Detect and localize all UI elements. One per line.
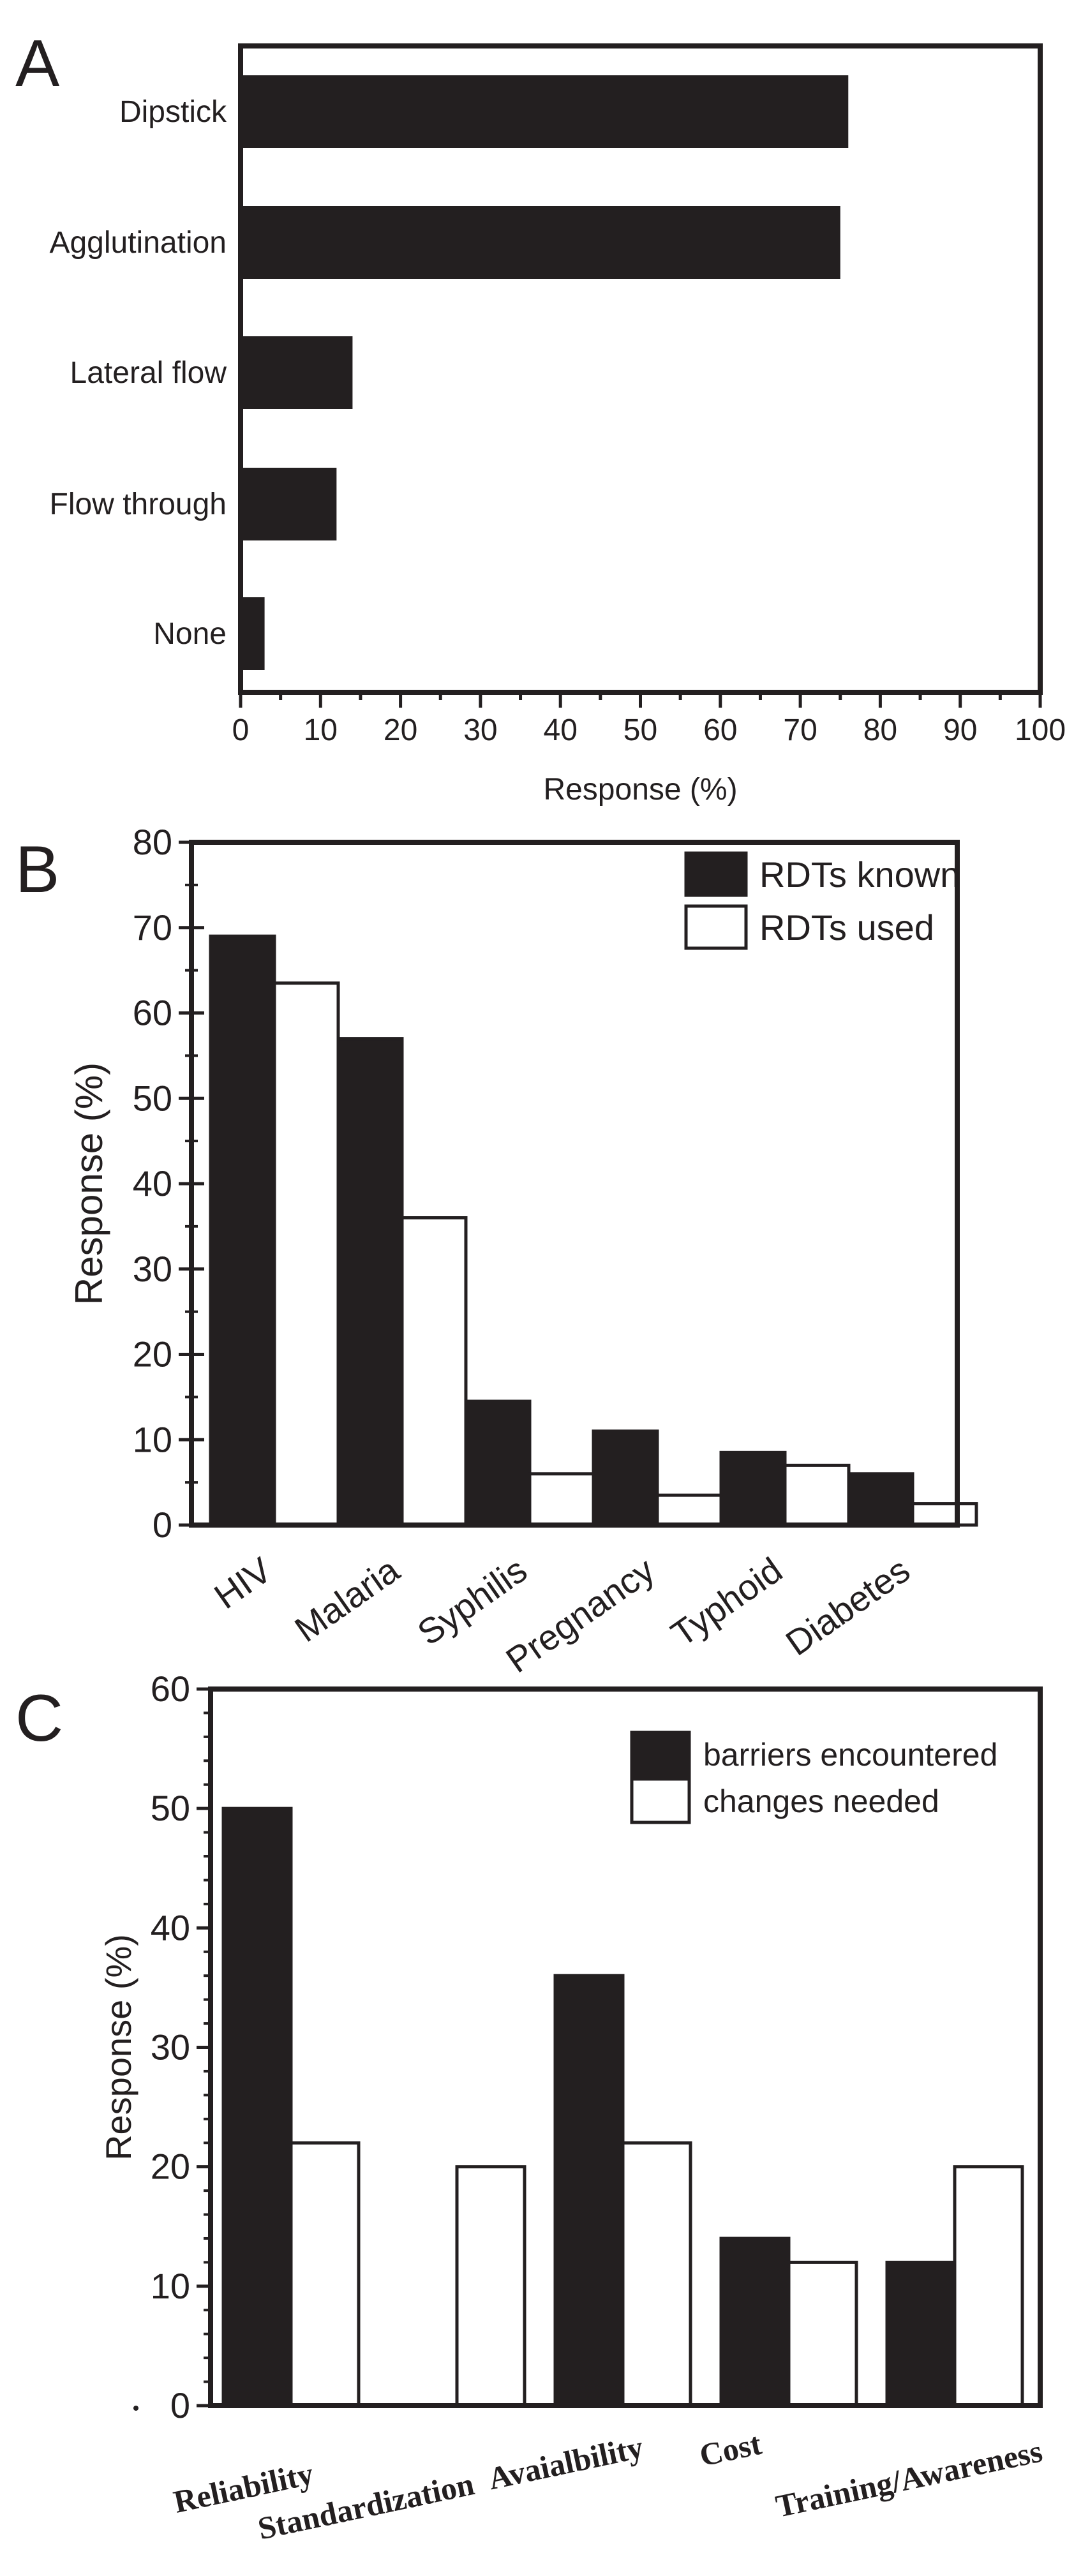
bar-syphilis-rdts-known <box>464 1399 532 1527</box>
bar-reliability-changes-needed <box>289 2141 361 2408</box>
legend-swatch <box>630 1777 691 1824</box>
category-label: Flow through <box>50 488 227 521</box>
bar-avaialbility-changes-needed <box>621 2141 692 2408</box>
bar-avaialbility-barriers-encountered <box>553 1974 625 2408</box>
bar-syphilis-rdts-used <box>528 1472 595 1527</box>
panel-label-b: B <box>15 833 59 907</box>
y-tick-label: 30 <box>151 2027 190 2067</box>
bar-training-awareness-barriers-encountered <box>885 2260 957 2408</box>
bar-lateral-flow <box>241 336 353 409</box>
bar-flow-through <box>241 468 337 540</box>
panel-a-bar-chart: A Dipstick Agglutination Lateral flow Flow t… <box>15 27 1066 807</box>
bar-hiv-rdts-used <box>272 981 340 1527</box>
legend-label: changes needed <box>703 1783 939 1819</box>
bar-typhoid-rdts-used <box>783 1463 851 1527</box>
bar-cost-barriers-encountered <box>719 2237 791 2408</box>
category-label: Agglutination <box>49 226 227 260</box>
x-tick-label: 0 <box>232 713 250 747</box>
y-tick-label: 80 <box>133 822 172 862</box>
y-axis-title: Response (%) <box>98 1934 138 2161</box>
legend-label: RDTs known <box>759 854 960 895</box>
x-tick-label: 80 <box>863 713 897 747</box>
y-tick-label: 60 <box>133 993 172 1033</box>
category-label: Diabetes <box>779 1549 917 1663</box>
category-label: Dipstick <box>119 95 227 129</box>
bar-pregnancy-rdts-known <box>592 1429 659 1527</box>
x-tick-label: 70 <box>783 713 817 747</box>
bar-hiv-rdts-known <box>209 934 276 1527</box>
stray-dot <box>133 2406 138 2411</box>
bar-pregnancy-rdts-used <box>655 1493 723 1527</box>
y-tick-label: 60 <box>151 1669 190 1709</box>
legend-swatch <box>630 1731 691 1778</box>
bar-malaria-rdts-known <box>336 1037 404 1527</box>
y-tick-label: 20 <box>151 2147 190 2187</box>
legend-label: barriers encountered <box>703 1737 997 1773</box>
x-tick-label: 30 <box>463 713 497 747</box>
category-label: Typhoid <box>664 1549 789 1654</box>
y-tick-label: 0 <box>170 2385 190 2425</box>
bar-malaria-rdts-used <box>400 1216 468 1527</box>
y-tick-label: 50 <box>151 1788 190 1828</box>
x-tick-label: 40 <box>544 713 578 747</box>
bar-standardization-changes-needed <box>455 2165 526 2408</box>
x-tick-label: 50 <box>623 713 657 747</box>
y-tick-label: 50 <box>133 1078 172 1118</box>
category-label: Malaria <box>287 1549 407 1649</box>
x-tick-label: 90 <box>943 713 977 747</box>
y-tick-label: 10 <box>133 1419 172 1459</box>
category-label: None <box>153 617 227 651</box>
y-tick-label: 20 <box>133 1334 172 1374</box>
x-tick-label: 60 <box>703 713 737 747</box>
panel-label-c: C <box>15 1681 63 1755</box>
x-tick-label: 100 <box>1015 713 1066 747</box>
bar-diabetes-rdts-known <box>847 1472 914 1527</box>
bar-dipstick <box>241 75 849 148</box>
y-axis-title: Response (%) <box>68 1062 110 1305</box>
y-tick-label: 10 <box>151 2266 190 2306</box>
x-axis-title: Response (%) <box>543 773 737 807</box>
y-tick-label: 40 <box>151 1907 190 1947</box>
bar-typhoid-rdts-known <box>719 1450 787 1527</box>
bar-cost-changes-needed <box>787 2260 858 2408</box>
panel-label-a: A <box>15 27 60 101</box>
bar-none <box>241 597 265 670</box>
legend-swatch <box>684 904 748 950</box>
y-tick-label: 70 <box>133 907 172 948</box>
bar-diabetes-rdts-used <box>911 1502 978 1527</box>
bar-agglutination <box>241 206 840 279</box>
category-label: Avaialbility <box>485 2429 646 2496</box>
category-label: Training/Awareness <box>773 2433 1045 2524</box>
y-tick-label: 0 <box>153 1505 172 1545</box>
category-label: HIV <box>207 1549 279 1617</box>
bar-reliability-barriers-encountered <box>221 1806 293 2408</box>
category-label: Cost <box>696 2425 765 2473</box>
legend-swatch <box>684 851 748 897</box>
y-tick-label: 30 <box>133 1249 172 1289</box>
bar-training-awareness-changes-needed <box>953 2165 1024 2408</box>
legend-label: RDTs used <box>759 907 934 948</box>
x-tick-label: 20 <box>384 713 417 747</box>
category-label: Lateral flow <box>70 356 227 390</box>
y-tick-label: 40 <box>133 1163 172 1203</box>
x-tick-label: 10 <box>304 713 338 747</box>
